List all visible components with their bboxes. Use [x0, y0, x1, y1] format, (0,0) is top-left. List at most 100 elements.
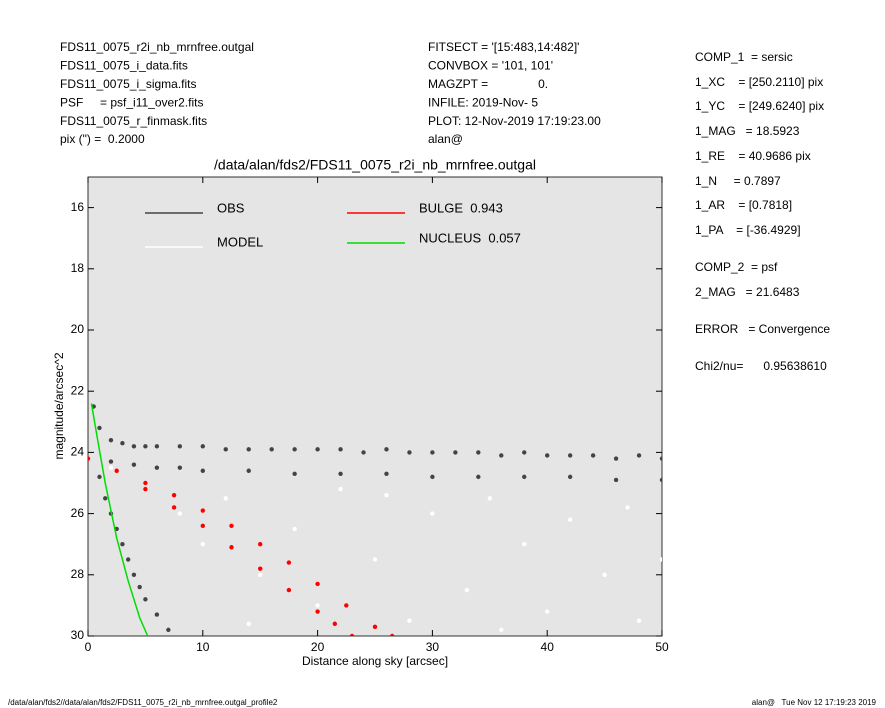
data-point	[120, 441, 125, 446]
data-point	[246, 621, 251, 626]
data-point	[338, 447, 343, 452]
chart-title: /data/alan/fds2/FDS11_0075_r2i_nb_mrnfre…	[214, 157, 536, 173]
data-point	[258, 542, 263, 547]
data-point	[154, 444, 160, 449]
legend-label: MODEL	[217, 234, 263, 249]
x-tick-label: 20	[311, 640, 325, 654]
fit-parameter: 1_XC = [250.2110] pix	[695, 75, 823, 89]
data-point	[154, 612, 160, 617]
data-point	[292, 447, 297, 452]
data-point	[200, 468, 205, 473]
data-point	[143, 480, 148, 486]
y-tick-label: 20	[71, 322, 85, 336]
footer-left: /data/alan/fds2//data/alan/fds2/FDS11_00…	[8, 698, 278, 707]
fit-parameter: 1_PA = [-36.4929]	[695, 223, 801, 237]
data-point	[430, 511, 435, 516]
y-tick-label: 18	[71, 261, 85, 275]
model-curve	[90, 403, 149, 636]
x-tick-label: 10	[196, 640, 210, 654]
data-point	[97, 474, 102, 480]
data-point	[143, 597, 148, 602]
header-left: FDS11_0075_r_finmask.fits	[60, 114, 207, 128]
data-point	[361, 450, 366, 455]
header-left: FDS11_0075_i_sigma.fits	[60, 77, 197, 91]
data-point	[476, 474, 481, 480]
data-point	[229, 545, 234, 550]
data-point	[545, 609, 550, 614]
data-point	[430, 474, 435, 480]
data-point	[613, 456, 619, 461]
data-point	[143, 486, 148, 492]
fit-parameter: 1_MAG = 18.5923	[695, 124, 800, 138]
data-point	[522, 542, 527, 547]
data-point	[315, 447, 320, 452]
fit-parameter: ERROR = Convergence	[695, 322, 830, 336]
header-left: pix (") = 0.2000	[60, 132, 145, 146]
data-point	[522, 450, 527, 455]
header-middle: alan@	[428, 132, 463, 146]
data-point	[567, 474, 573, 480]
fit-parameter: COMP_1 = sersic	[695, 50, 793, 64]
data-point	[131, 462, 137, 467]
data-point	[659, 557, 662, 562]
data-point	[200, 542, 205, 547]
legend-label: BULGE 0.943	[419, 200, 503, 215]
data-point	[590, 453, 596, 458]
data-point	[499, 453, 504, 458]
x-axis-label: Distance along sky [arcsec]	[302, 654, 448, 668]
data-point	[177, 444, 183, 449]
data-point	[522, 474, 527, 480]
data-point	[246, 468, 251, 473]
data-point	[384, 471, 389, 477]
data-point	[200, 523, 205, 529]
data-point	[143, 444, 148, 449]
data-point	[315, 581, 320, 587]
header-middle: PLOT: 12-Nov-2019 17:19:23.00	[428, 114, 601, 128]
header-middle: FITSECT = '[15:483,14:482]'	[428, 40, 579, 54]
data-point	[338, 486, 343, 492]
data-point	[390, 633, 395, 636]
data-point	[177, 465, 183, 470]
data-point	[88, 456, 91, 461]
data-point	[108, 437, 114, 443]
data-point	[332, 621, 338, 626]
fit-parameter: Chi2/nu= 0.95638610	[695, 359, 827, 373]
data-point	[166, 627, 171, 633]
data-point	[499, 627, 504, 633]
data-point	[636, 618, 642, 623]
fit-parameter: 2_MAG = 21.6483	[695, 285, 800, 299]
data-point	[286, 587, 292, 593]
data-point	[659, 456, 662, 461]
data-point	[154, 465, 160, 470]
fit-parameter: 1_AR = [0.7818]	[695, 198, 792, 212]
data-point	[108, 459, 114, 464]
y-tick-label: 26	[71, 506, 85, 520]
legend-label: OBS	[217, 200, 245, 215]
data-point	[487, 496, 492, 501]
data-point	[567, 453, 573, 458]
data-point	[567, 517, 573, 522]
data-point	[171, 493, 177, 498]
x-tick-label: 50	[655, 640, 669, 654]
data-point	[171, 505, 177, 510]
legend-label: NUCLEUS 0.057	[419, 230, 521, 245]
data-point	[349, 633, 355, 636]
footer-right: alan@ Tue Nov 12 17:19:23 2019	[752, 698, 877, 707]
data-point	[430, 450, 435, 455]
data-point	[315, 609, 320, 614]
data-point	[200, 508, 205, 513]
data-point	[200, 444, 205, 449]
fit-parameter: 1_YC = [249.6240] pix	[695, 99, 824, 113]
plot-area	[87, 176, 663, 637]
fit-parameter: COMP_2 = psf	[695, 260, 778, 274]
data-point	[384, 447, 389, 452]
fit-parameter: 1_N = 0.7897	[695, 174, 781, 188]
data-point	[315, 603, 320, 608]
header-left: PSF = psf_i11_over2.fits	[60, 95, 204, 109]
header-middle: INFILE: 2019-Nov- 5	[428, 95, 538, 109]
fit-parameter: 1_RE = 40.9686 pix	[695, 149, 811, 163]
x-tick-label: 0	[85, 640, 92, 654]
data-point	[97, 425, 102, 431]
